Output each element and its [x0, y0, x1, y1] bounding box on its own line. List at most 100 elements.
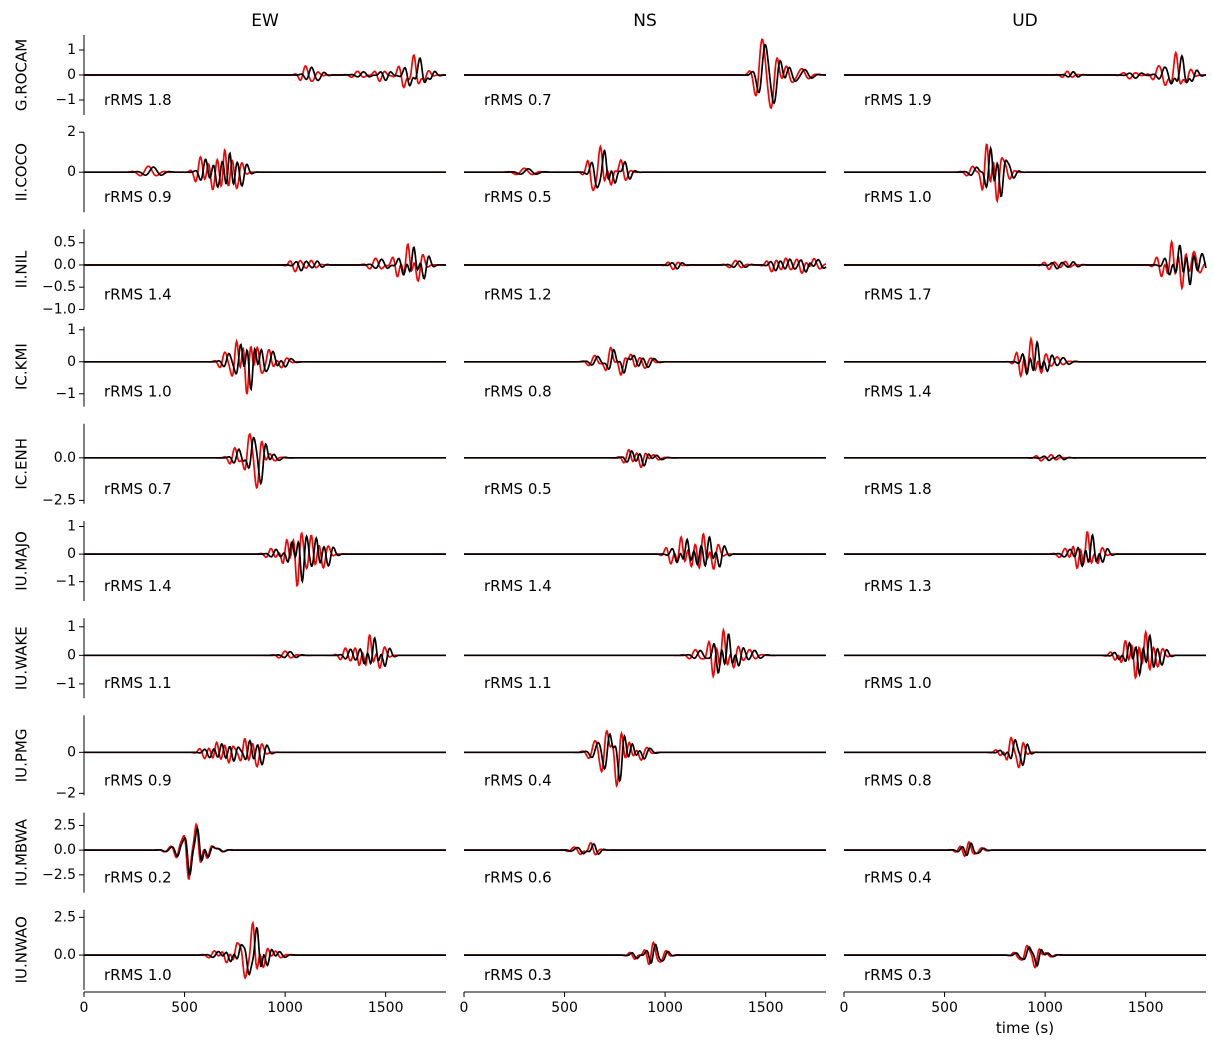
- y-tick-label: 1: [67, 42, 76, 58]
- rrms-label: rRMS 1.0: [864, 674, 932, 692]
- x-tick-label: 1000: [267, 1000, 303, 1016]
- synthetic-trace: [464, 148, 826, 189]
- observed-trace: [464, 841, 826, 856]
- rrms-label: rRMS 1.1: [484, 674, 552, 692]
- y-tick-label: −1: [55, 386, 76, 402]
- observed-trace: [464, 144, 826, 192]
- observed-trace: [844, 50, 1206, 87]
- column-title: EW: [251, 11, 279, 31]
- y-tick-label: 0.0: [54, 257, 76, 273]
- y-tick-label: −2.5: [42, 867, 76, 883]
- x-tick-label: 0: [80, 1000, 89, 1016]
- y-tick-label: 0.0: [54, 842, 76, 858]
- rrms-label: rRMS 1.4: [864, 383, 932, 401]
- y-tick-label: 0: [67, 744, 76, 760]
- rrms-label: rRMS 1.3: [864, 577, 932, 595]
- y-tick-label: −2: [55, 785, 76, 801]
- x-tick-label: 1000: [1027, 1000, 1063, 1016]
- synthetic-trace: [84, 343, 446, 392]
- rrms-label: rRMS 1.4: [484, 577, 552, 595]
- synthetic-trace: [84, 926, 446, 976]
- synthetic-trace: [844, 842, 1206, 857]
- station-label: IU.NWAO: [13, 916, 31, 983]
- x-tick-label: 0: [840, 1000, 849, 1016]
- y-tick-label: 1: [67, 322, 76, 338]
- station-label: IU.PMG: [13, 729, 31, 783]
- column-title: UD: [1012, 11, 1038, 31]
- synthetic-trace: [464, 842, 826, 855]
- y-tick-label: 1: [67, 619, 76, 635]
- station-label: IU.MBWA: [13, 818, 31, 886]
- observed-trace: [464, 532, 826, 571]
- synthetic-trace: [844, 945, 1206, 968]
- rrms-label: rRMS 1.7: [864, 285, 932, 303]
- x-tick-label: 500: [931, 1000, 958, 1016]
- rrms-label: rRMS 1.0: [864, 188, 932, 206]
- station-label: II.COCO: [13, 143, 31, 201]
- y-tick-label: −1: [55, 676, 76, 692]
- observed-trace: [84, 53, 446, 89]
- y-tick-label: −1: [55, 92, 76, 108]
- y-tick-label: 0.0: [54, 450, 76, 466]
- rrms-label: rRMS 0.8: [864, 771, 932, 789]
- synthetic-trace: [464, 43, 826, 105]
- y-tick-label: 0: [67, 546, 76, 562]
- y-tick-label: 1: [67, 519, 76, 535]
- rrms-label: rRMS 1.8: [864, 480, 932, 498]
- x-tick-label: 0: [460, 1000, 469, 1016]
- synthetic-trace: [84, 739, 446, 766]
- station-label: IC.KMI: [13, 343, 31, 390]
- rrms-label: rRMS 0.4: [864, 869, 932, 887]
- synthetic-trace: [84, 534, 446, 584]
- station-label: IC.ENH: [13, 438, 31, 490]
- synthetic-trace: [84, 436, 446, 486]
- rrms-label: rRMS 0.2: [104, 869, 172, 887]
- rrms-label: rRMS 0.3: [864, 966, 932, 984]
- rrms-label: rRMS 1.9: [864, 91, 932, 109]
- observed-trace: [84, 147, 446, 191]
- synthetic-trace: [84, 246, 446, 280]
- y-tick-label: −1: [55, 574, 76, 590]
- x-tick-label: 500: [171, 1000, 198, 1016]
- synthetic-trace: [844, 533, 1206, 568]
- synthetic-trace: [844, 633, 1206, 678]
- observed-trace: [844, 840, 1206, 858]
- rrms-label: rRMS 1.0: [104, 966, 172, 984]
- synthetic-trace: [464, 633, 826, 674]
- observed-trace: [844, 530, 1206, 570]
- observed-trace: [464, 627, 826, 679]
- column-title: NS: [633, 11, 657, 31]
- x-tick-label: 1500: [368, 1000, 404, 1016]
- rrms-label: rRMS 0.5: [484, 480, 552, 498]
- synthetic-trace: [464, 535, 826, 568]
- y-tick-label: 0.5: [54, 235, 76, 251]
- rrms-label: rRMS 0.8: [484, 383, 552, 401]
- synthetic-trace: [464, 449, 826, 467]
- rrms-label: rRMS 0.7: [104, 480, 172, 498]
- rrms-label: rRMS 1.4: [104, 285, 172, 303]
- y-tick-label: 2.5: [54, 817, 76, 833]
- synthetic-trace: [84, 57, 446, 87]
- y-tick-label: 2: [67, 124, 76, 140]
- y-tick-label: −1.0: [42, 301, 76, 317]
- synthetic-trace: [844, 738, 1206, 767]
- synthetic-trace: [464, 258, 827, 273]
- x-tick-label: 1000: [647, 1000, 683, 1016]
- station-label: II.NIL: [13, 250, 31, 288]
- y-tick-label: −0.5: [42, 279, 76, 295]
- synthetic-trace: [464, 348, 826, 375]
- rrms-label: rRMS 0.5: [484, 188, 552, 206]
- synthetic-trace: [464, 943, 826, 965]
- synthetic-trace: [464, 732, 826, 783]
- y-tick-label: 2.5: [54, 909, 76, 925]
- rrms-label: rRMS 0.7: [484, 91, 552, 109]
- synthetic-trace: [844, 244, 1207, 286]
- rrms-label: rRMS 0.3: [484, 966, 552, 984]
- rrms-label: rRMS 1.0: [104, 383, 172, 401]
- rrms-label: rRMS 0.9: [104, 188, 172, 206]
- synthetic-trace: [84, 636, 446, 668]
- x-tick-label: 500: [551, 1000, 578, 1016]
- y-tick-label: −2.5: [42, 492, 76, 508]
- station-label: IU.WAKE: [13, 626, 31, 690]
- rrms-label: rRMS 0.9: [104, 771, 172, 789]
